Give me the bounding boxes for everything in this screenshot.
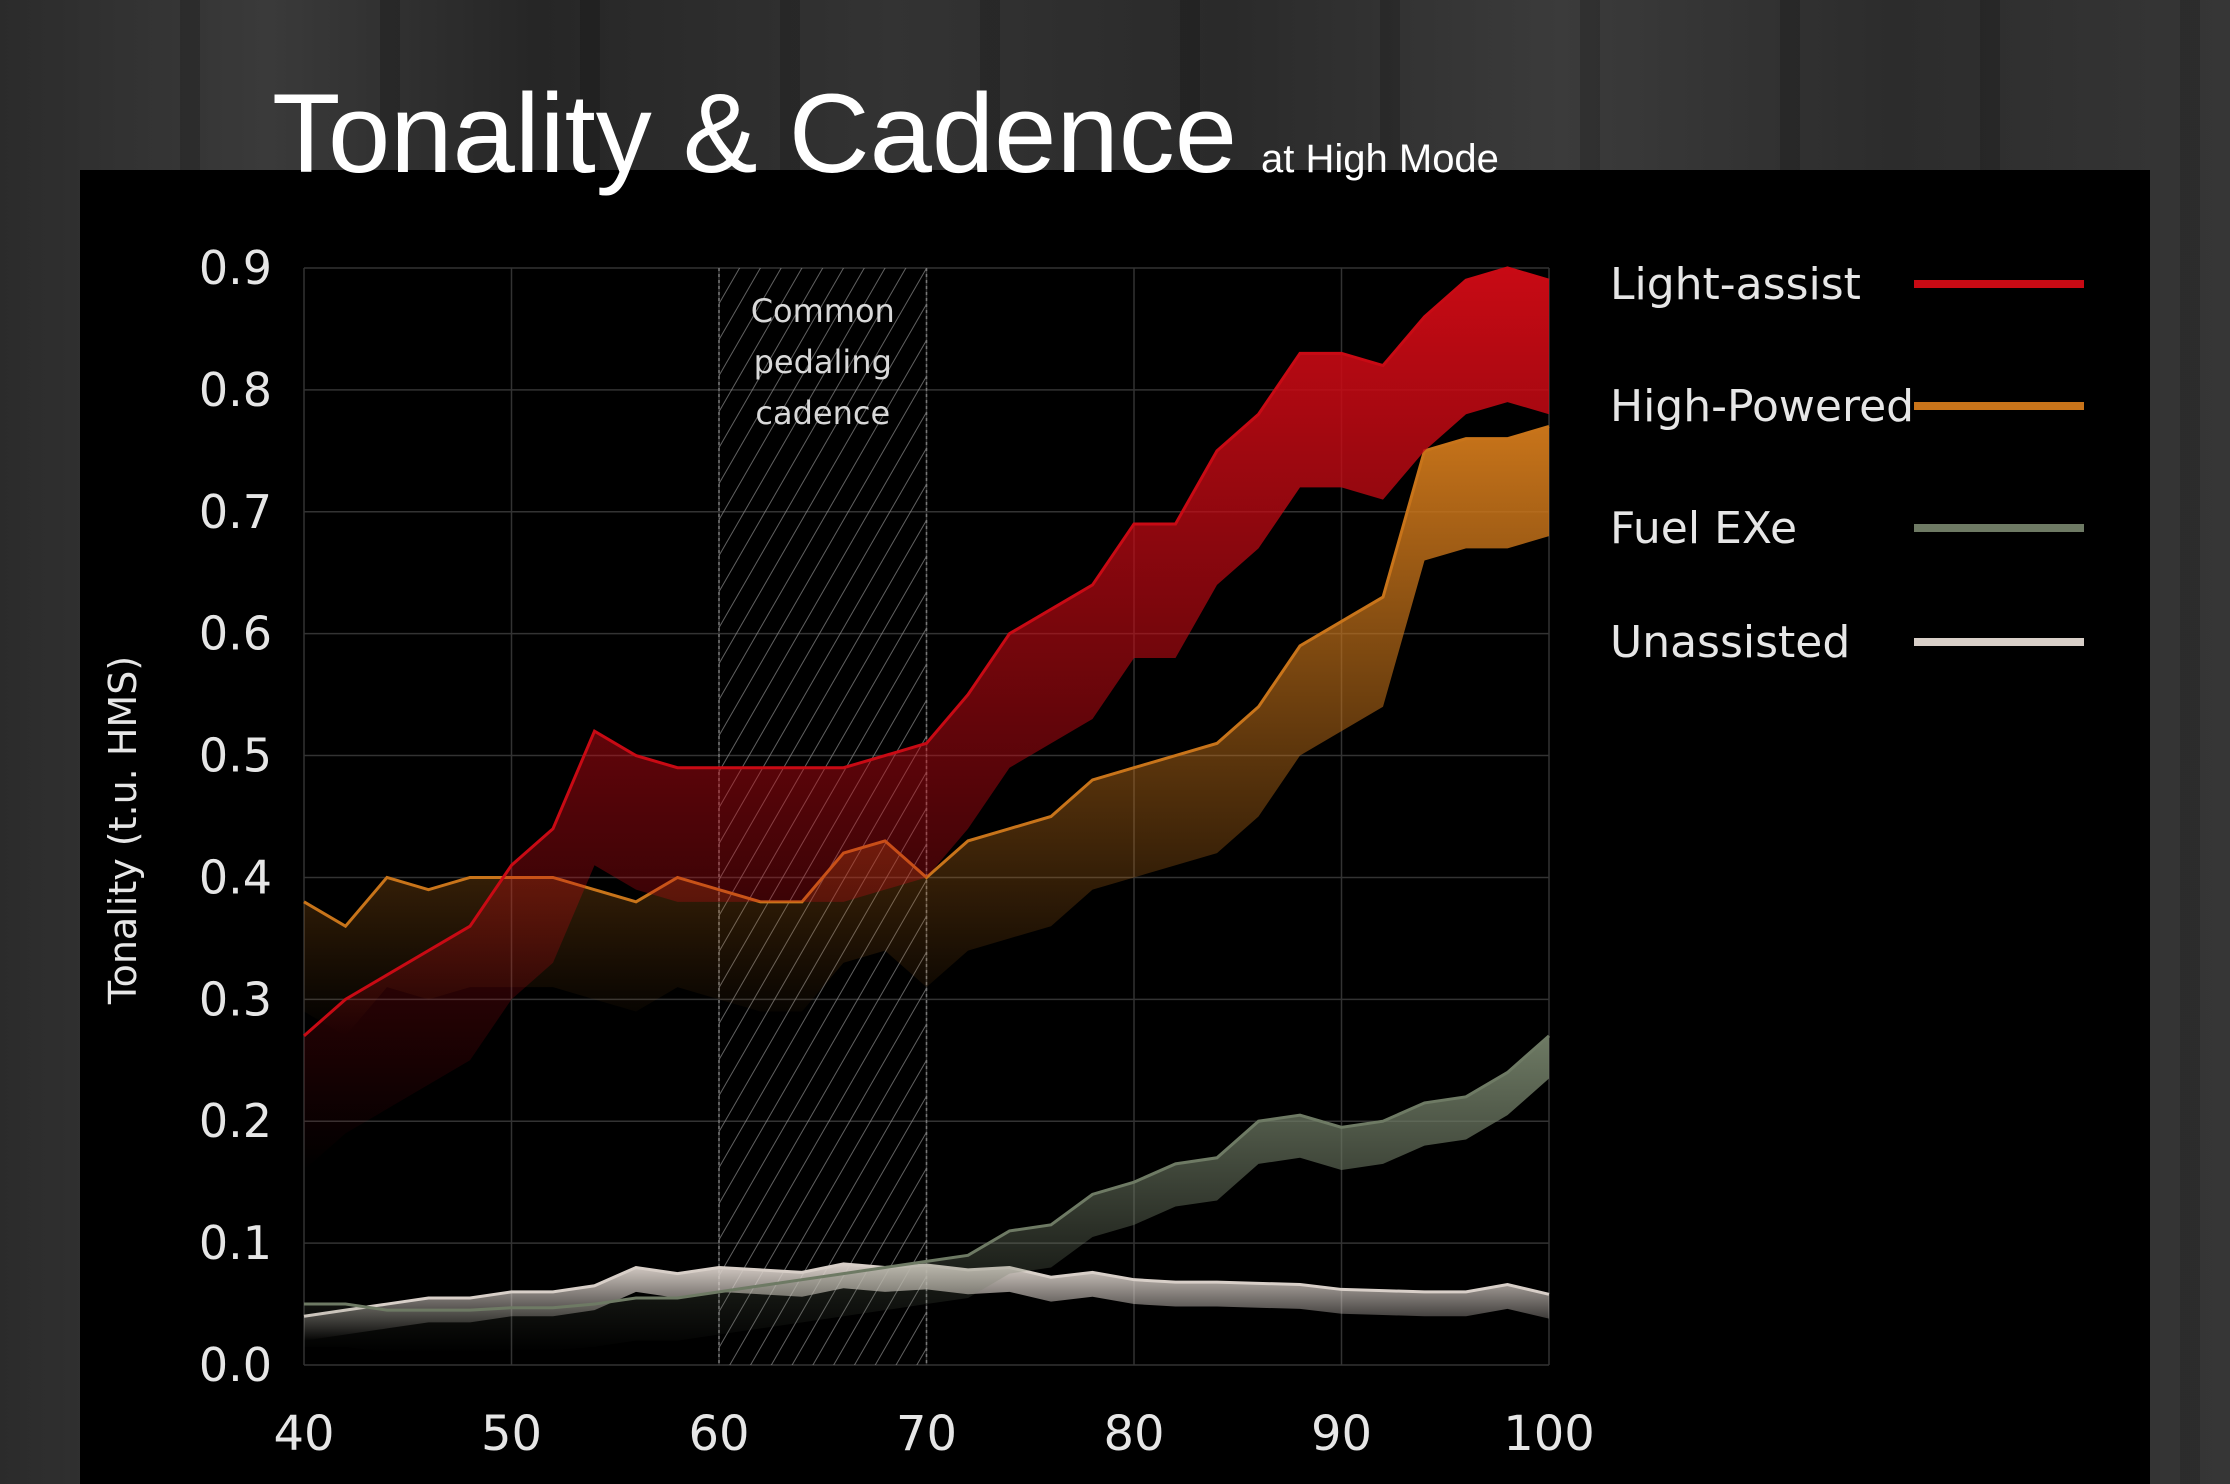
x-tick-label: 70 bbox=[896, 1406, 957, 1462]
series-line-fuel-exe bbox=[304, 1034, 1550, 1312]
series-band-fuel-exe bbox=[304, 1035, 1549, 1353]
y-tick-label: 0.0 bbox=[199, 1338, 272, 1392]
legend-label: Light-assist bbox=[1610, 259, 1861, 310]
slide-title-subtitle: at High Mode bbox=[1261, 137, 1499, 181]
x-tick-label: 40 bbox=[273, 1406, 334, 1462]
annotation-label: pedaling bbox=[754, 343, 892, 381]
y-tick-label: 0.7 bbox=[199, 485, 272, 539]
x-tick-label: 100 bbox=[1503, 1406, 1595, 1462]
series-line-light-assist bbox=[303, 266, 1550, 1038]
legend-label: Fuel EXe bbox=[1610, 503, 1797, 554]
x-tick-label: 50 bbox=[481, 1406, 542, 1462]
y-tick-label: 0.2 bbox=[199, 1094, 272, 1148]
x-tick-label: 90 bbox=[1311, 1406, 1372, 1462]
legend-label: Unassisted bbox=[1610, 617, 1850, 668]
annotation-label: Common bbox=[751, 292, 895, 330]
y-tick-label: 0.8 bbox=[199, 363, 272, 417]
y-axis-label: Tonality (t.u. HMS) bbox=[101, 656, 145, 1005]
y-tick-label: 0.5 bbox=[199, 729, 272, 783]
x-tick-label: 80 bbox=[1103, 1406, 1164, 1462]
x-tick-label: 60 bbox=[688, 1406, 749, 1462]
y-tick-label: 0.9 bbox=[199, 241, 272, 295]
series-band-light-assist bbox=[304, 268, 1549, 1170]
annotation-label: cadence bbox=[755, 394, 890, 432]
y-tick-label: 0.4 bbox=[199, 850, 272, 904]
legend-label: High-Powered bbox=[1610, 381, 1914, 432]
y-tick-label: 0.6 bbox=[199, 607, 272, 661]
y-tick-label: 0.1 bbox=[199, 1216, 272, 1270]
slide-title: Tonality & Cadence at High Mode bbox=[272, 78, 1499, 190]
y-tick-label: 0.3 bbox=[199, 972, 272, 1026]
slide-title-main: Tonality & Cadence bbox=[272, 71, 1238, 196]
